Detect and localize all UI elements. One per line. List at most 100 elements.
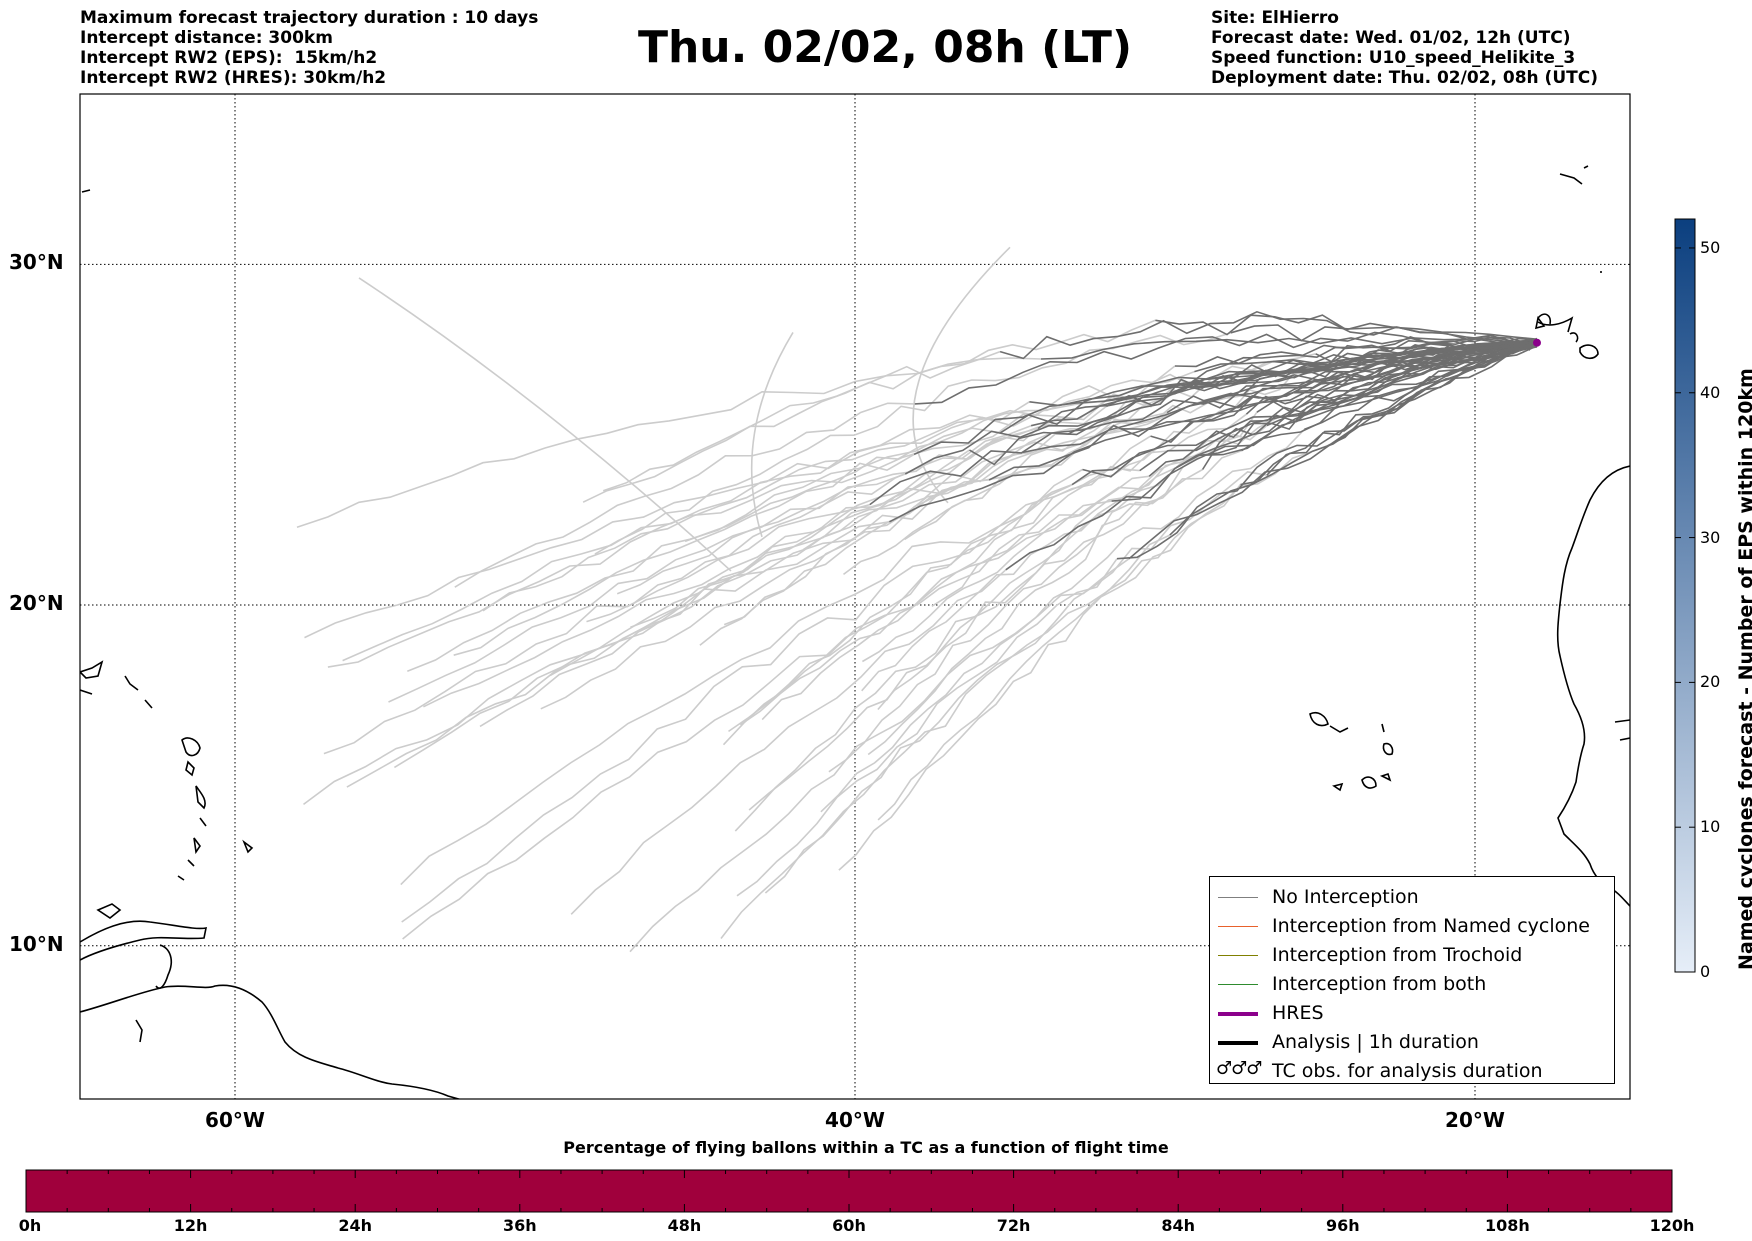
lat-label: 30°N <box>9 250 64 275</box>
trajectory-far <box>602 350 1001 492</box>
trajectory-near <box>999 310 1538 360</box>
trajectory-near <box>1128 343 1538 560</box>
trajectory-far <box>912 246 1011 504</box>
legend-swatch <box>1218 897 1258 898</box>
trajectory-near <box>1200 341 1538 456</box>
header-line: Intercept distance: 300km <box>80 28 333 48</box>
header-line: Site: ElHierro <box>1211 8 1339 28</box>
trajectory-far <box>323 503 871 755</box>
flight-bar-tick-label: 84h <box>1161 1216 1196 1235</box>
flight-bar-tick-label: 96h <box>1325 1216 1360 1235</box>
trajectory-far <box>734 466 1177 832</box>
tc-obs-icon: ♂♂♂ <box>1216 1058 1262 1079</box>
trajectory-far <box>720 534 1171 939</box>
legend-label: TC obs. for analysis duration <box>1272 1060 1543 1082</box>
trajectory-near <box>1266 339 1538 427</box>
flight-bar-tick-label: 108h <box>1484 1216 1530 1235</box>
trajectory-far <box>629 558 1130 953</box>
colorbar-tick-label: 0 <box>1700 962 1711 981</box>
trajectory-far <box>750 332 794 538</box>
lon-label: 20°W <box>1445 1108 1505 1132</box>
coast-venezuela <box>80 920 208 961</box>
flight-bar-tick-label: 0h <box>18 1216 42 1235</box>
header-line: Maximum forecast trajectory duration : 1… <box>80 8 539 28</box>
lat-label: 20°N <box>9 591 64 616</box>
flight-bar-tick-label: 48h <box>667 1216 702 1235</box>
colorbar-title: Named cyclones forecast - Number of EPS … <box>1735 368 1752 970</box>
coast-canary-islands <box>1579 344 1599 360</box>
trajectory-near <box>1169 345 1538 536</box>
lon-label: 60°W <box>205 1108 265 1132</box>
map-frame <box>79 93 1631 1100</box>
legend-label: HRES <box>1272 1002 1324 1024</box>
coast-trinidad <box>155 944 172 989</box>
legend-label: Analysis | 1h duration <box>1272 1031 1479 1053</box>
lon-label: 40°W <box>825 1108 885 1132</box>
header-line: Intercept RW2 (EPS): 15km/h2 <box>80 48 378 68</box>
trajectory-far <box>838 444 1328 871</box>
trajectory-near <box>1256 342 1538 413</box>
trajectory-far <box>867 468 1203 756</box>
coastlines <box>80 165 1630 1099</box>
lat-label: 10°N <box>9 931 64 956</box>
legend-swatch <box>1218 1012 1258 1016</box>
trajectory-far <box>388 473 906 703</box>
flight-bar-tick-label: 72h <box>996 1216 1031 1235</box>
legend-label: Interception from both <box>1272 973 1487 995</box>
legend-item: ♂♂♂ TC obs. for analysis duration <box>1210 1057 1614 1086</box>
trajectory-far <box>877 484 1242 821</box>
trajectory-far <box>820 428 1305 813</box>
flight-bar-tick-label: 120h <box>1649 1216 1695 1235</box>
page-title: Thu. 02/02, 08h (LT) <box>637 22 1133 73</box>
trajectory-near <box>1150 345 1538 444</box>
colorbar-tick-label: 40 <box>1700 382 1721 402</box>
flight-bar-ticks <box>25 1170 1673 1212</box>
legend-item: No Interception <box>1210 883 1614 912</box>
trajectory-far <box>828 454 1202 773</box>
legend-item: Analysis | 1h duration <box>1210 1028 1614 1057</box>
trajectory-far <box>482 370 1195 612</box>
trajectory-near <box>914 331 1538 405</box>
header-line: Speed function: U10_speed_Helikite_3 <box>1211 48 1576 68</box>
trajectory-far <box>407 427 1001 672</box>
header-line: Deployment date: Thu. 02/02, 08h (UTC) <box>1211 68 1598 88</box>
header-info-right: Site: ElHierro Forecast date: Wed. 01/02,… <box>1211 8 1598 88</box>
legend-swatch <box>1218 984 1258 985</box>
trajectory-far <box>739 414 1299 726</box>
flight-bar-tick-label: 12h <box>173 1216 208 1235</box>
trajectory-far <box>861 424 1268 692</box>
coast-cape-verde <box>1309 711 1329 727</box>
flight-bar-tick-label: 24h <box>338 1216 373 1235</box>
trajectory-near <box>988 345 1538 481</box>
eps-colorbar <box>1674 218 1696 973</box>
legend-item: Interception from both <box>1210 970 1614 999</box>
legend-label: Interception from Trochoid <box>1272 944 1523 966</box>
colorbar-tick-label: 50 <box>1700 237 1721 257</box>
trajectory-far <box>393 451 1024 769</box>
coast-africa <box>1556 465 1630 907</box>
legend-swatch <box>1218 1041 1258 1045</box>
coast-madeira <box>1559 173 1583 185</box>
trajectory-near <box>999 342 1538 434</box>
legend-item: Interception from Trochoid <box>1210 941 1614 970</box>
legend-item: HRES <box>1210 999 1614 1028</box>
trajectory-near <box>904 345 1538 475</box>
trajectories-near <box>869 310 1538 571</box>
trajectory-far <box>358 277 732 572</box>
trajectory-near <box>889 344 1538 523</box>
legend-label: No Interception <box>1272 886 1419 908</box>
coast-south-america <box>80 984 462 1099</box>
flight-bar-tick-label: 60h <box>832 1216 866 1235</box>
trajectory-far <box>722 435 1152 746</box>
map-legend: No Interception Interception from Named c… <box>1209 876 1615 1084</box>
trajectory-far <box>453 453 915 656</box>
trajectory-near <box>1040 337 1538 360</box>
trajectory-far <box>549 449 970 677</box>
flight-bar-title: Percentage of flying ballons within a TC… <box>563 1138 1169 1157</box>
legend-swatch <box>1218 955 1258 956</box>
trajectory-far <box>586 427 1039 623</box>
header-line: Forecast date: Wed. 01/02, 12h (UTC) <box>1211 28 1571 48</box>
flight-bar-tick-label: 36h <box>502 1216 537 1235</box>
header-line: Intercept RW2 (HRES): 30km/h2 <box>80 68 387 88</box>
launch-site-marker <box>1533 338 1541 347</box>
